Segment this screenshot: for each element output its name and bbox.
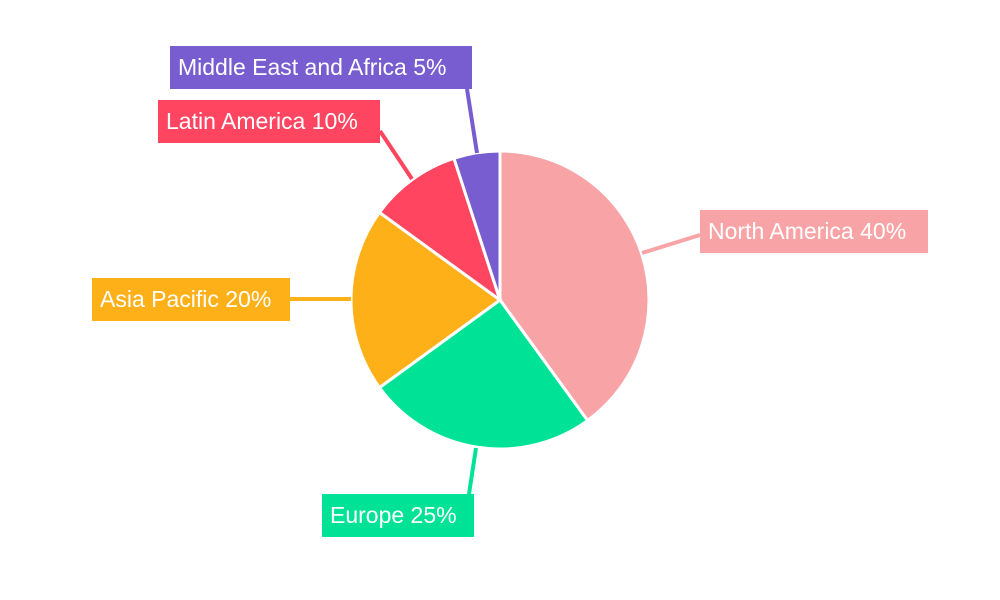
- data-label-asia-pacific: Asia Pacific 20%: [92, 278, 290, 321]
- pie-slice-latin-america: [377, 156, 503, 304]
- leader-line-north-america: [641, 233, 701, 255]
- pie-slice-europe: [377, 297, 590, 451]
- data-label-middle-east-africa: Middle East and Africa 5%: [170, 46, 472, 89]
- leader-line-latin-america: [378, 129, 414, 181]
- leader-line-europe: [467, 447, 478, 495]
- data-label-latin-america: Latin America 10%: [158, 100, 380, 143]
- pie-slice-asia-pacific: [349, 210, 503, 390]
- data-label-north-america: North America 40%: [700, 210, 928, 253]
- data-label-europe: Europe 25%: [322, 494, 474, 537]
- leader-line-middle-east-africa: [465, 88, 479, 154]
- pie-slice-north-america: [498, 149, 651, 423]
